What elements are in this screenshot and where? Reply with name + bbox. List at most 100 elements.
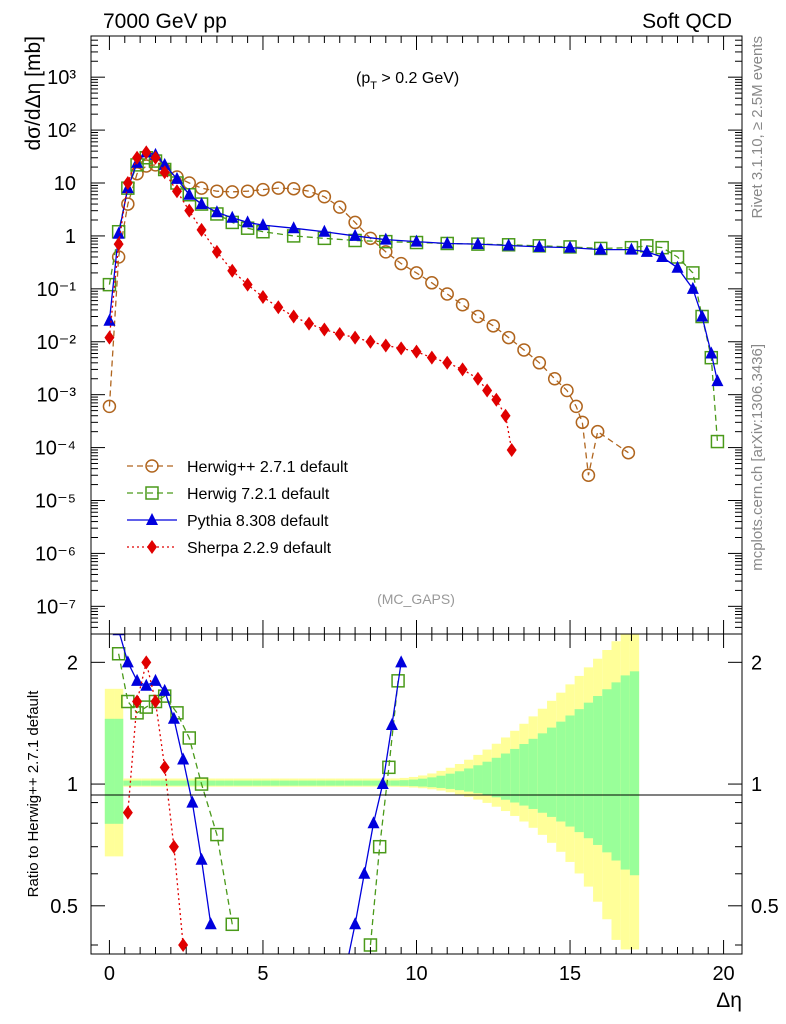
ratio-point	[131, 673, 144, 686]
band-green	[629, 671, 640, 876]
data-point	[159, 165, 170, 180]
data-point	[226, 210, 239, 223]
data-point	[256, 218, 269, 231]
ratio-point	[376, 777, 389, 790]
band-green	[150, 780, 161, 786]
legend-marker	[145, 486, 159, 500]
data-point	[256, 182, 270, 197]
data-point	[171, 184, 182, 199]
band-green	[500, 753, 511, 800]
legend: Herwig++ 2.7.1 default Herwig 7.2.1 defau…	[127, 459, 349, 557]
ratio-point	[358, 866, 371, 879]
band-green	[325, 780, 336, 786]
data-point	[194, 181, 209, 195]
ratio-line	[117, 653, 233, 925]
ratio-point	[195, 852, 208, 865]
data-point	[150, 150, 161, 165]
data-point	[500, 408, 511, 423]
data-point	[288, 309, 299, 324]
data-point	[440, 287, 454, 301]
data-point	[257, 290, 268, 305]
data-point	[113, 237, 124, 252]
data-point	[286, 181, 301, 196]
axis-ticks: 0 5 10 15 20 10⁻⁷ 10⁻⁶ 10⁻⁵ 10⁻⁴ 10⁻³ 10⁻² 10⁻¹ 1 10 1…	[35, 35, 779, 985]
data-point	[350, 330, 361, 345]
ratio-panel-series	[111, 634, 408, 954]
y-tick-label: 10²	[47, 120, 76, 142]
ratio-point	[372, 839, 387, 854]
band-green	[556, 721, 566, 822]
legend-label: Herwig 7.2.1 default	[187, 486, 330, 503]
ratio-series-1	[112, 634, 408, 954]
y-tick-label: 1	[65, 226, 76, 248]
data-point	[141, 145, 152, 160]
y-tick-label: 10⁻⁷	[36, 596, 76, 618]
data-point	[196, 222, 207, 237]
data-point	[396, 341, 407, 356]
ratio-panel-frame	[90, 633, 743, 955]
legend-label: Sherpa 2.2.9 default	[187, 540, 332, 557]
data-point	[380, 338, 391, 353]
band-green	[537, 733, 548, 813]
data-point	[425, 276, 439, 290]
legend-item: Herwig++ 2.7.1 default	[127, 459, 349, 476]
band-green	[574, 709, 584, 833]
band-green	[141, 780, 151, 786]
band-green	[353, 780, 363, 786]
ratio-series-2	[122, 655, 189, 952]
data-point	[271, 181, 286, 195]
top-ylabel: dσ/dΔη [mb]	[22, 36, 45, 151]
bottom-ylabel: Ratio to Herwig++ 2.7.1 default	[25, 690, 42, 898]
band-green	[583, 702, 594, 839]
band-green	[611, 682, 621, 861]
band-green	[187, 780, 197, 786]
data-point	[273, 300, 284, 315]
ratio-point	[395, 655, 408, 668]
ratio-point	[122, 805, 133, 820]
band-green	[233, 780, 244, 786]
band-green	[408, 779, 419, 787]
series-1	[102, 151, 725, 449]
data-point	[210, 184, 224, 198]
ratio-point	[382, 760, 396, 775]
band-green	[519, 744, 529, 806]
legend-item: Herwig 7.2.1 default	[127, 486, 330, 503]
data-point	[471, 309, 485, 324]
legend-label: Pythia 8.308 default	[187, 513, 329, 530]
ratio-y-tick-label-right: 1	[751, 774, 762, 796]
data-point	[457, 362, 468, 377]
legend-marker	[146, 513, 158, 525]
ratio-point	[204, 917, 217, 930]
band-green	[160, 780, 170, 786]
data-point	[287, 221, 300, 234]
ratio-line	[369, 680, 399, 946]
data-point	[122, 176, 133, 191]
ratio-point	[186, 795, 199, 808]
ratio-series-0	[111, 647, 405, 952]
series-0	[102, 158, 636, 483]
data-point	[121, 197, 135, 211]
data-point	[365, 334, 376, 349]
band-green	[206, 780, 216, 786]
data-point	[581, 468, 596, 483]
data-point	[491, 392, 502, 407]
band-green	[602, 689, 612, 853]
data-point	[319, 322, 330, 337]
ratio-point	[385, 717, 398, 730]
data-point	[332, 200, 347, 214]
data-point	[227, 263, 238, 278]
data-point	[482, 383, 493, 398]
band-green	[381, 780, 391, 786]
band-green	[593, 696, 603, 845]
legend-item: Sherpa 2.2.9 default	[127, 540, 332, 557]
series-line	[108, 151, 719, 382]
ratio-point	[132, 694, 143, 709]
data-point	[225, 185, 240, 199]
band-green	[427, 777, 437, 788]
data-point	[640, 244, 653, 257]
band-green	[123, 780, 133, 786]
data-point	[426, 350, 437, 365]
data-point	[442, 355, 453, 370]
band-green	[243, 780, 253, 786]
